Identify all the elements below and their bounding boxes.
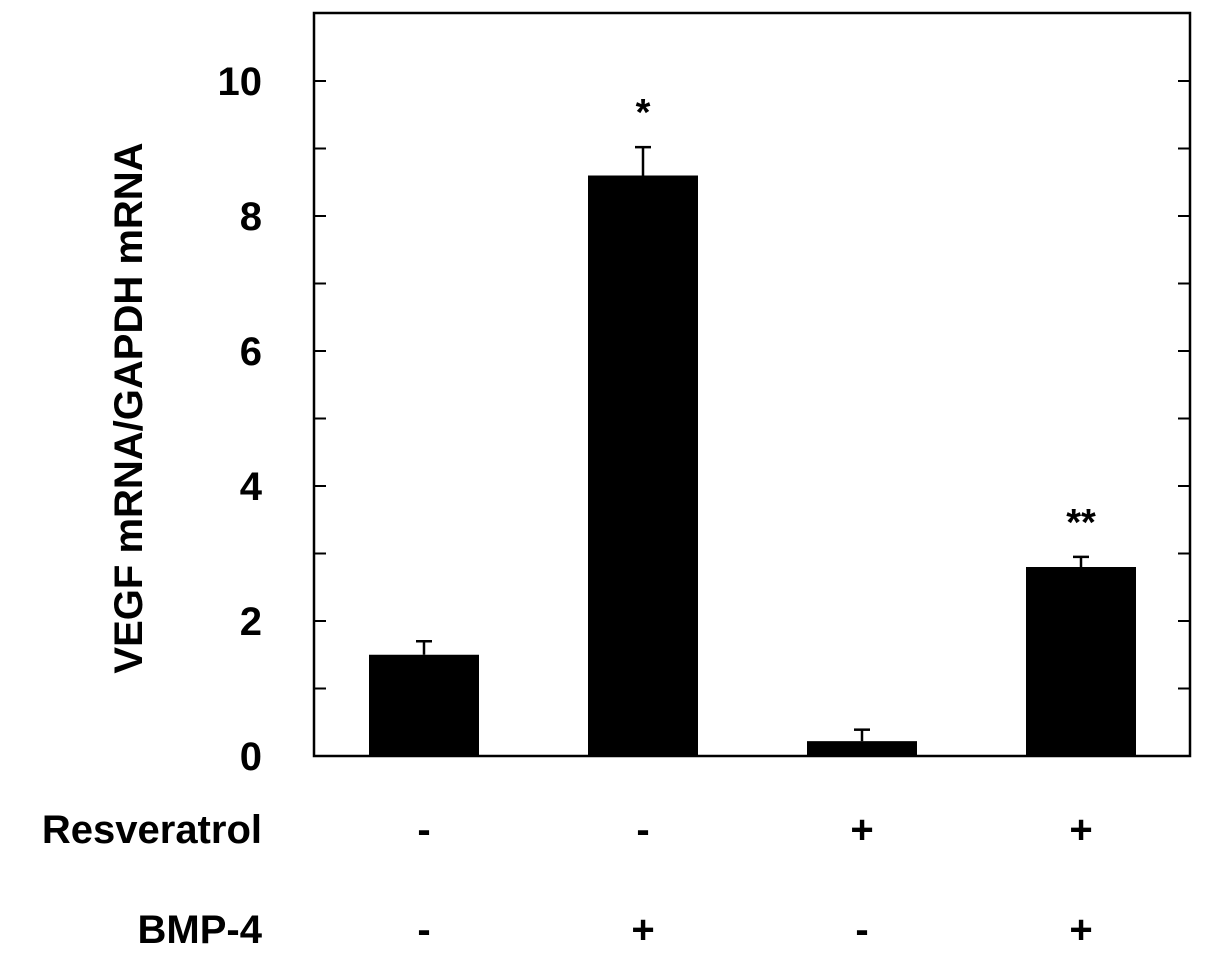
bar-4 [1026, 567, 1136, 756]
condition-value: + [631, 908, 654, 952]
y-axis-title: VEGF mRNA/GAPDH mRNA [107, 142, 151, 673]
condition-label-2: BMP-4 [138, 908, 263, 952]
plot-frame [312, 11, 1192, 758]
y-tick-label: 0 [240, 735, 262, 779]
condition-value: - [855, 908, 868, 952]
error-bars-layer [416, 145, 1089, 742]
bars-layer [369, 175, 1136, 756]
y-tick-label: 4 [240, 465, 263, 509]
condition-value: - [636, 808, 649, 852]
condition-label-1: Resveratrol [42, 808, 262, 852]
ticks-layer [314, 80, 1190, 690]
significance-label-4: ** [1066, 502, 1096, 544]
condition-value: - [417, 808, 430, 852]
condition-value: + [850, 808, 873, 852]
bar-1 [369, 654, 479, 756]
significance-label-2: * [636, 92, 651, 134]
condition-value: - [417, 908, 430, 952]
condition-value: + [1069, 908, 1092, 952]
y-tick-label: 8 [240, 195, 262, 239]
y-tick-label: 10 [218, 60, 263, 104]
condition-value: + [1069, 808, 1092, 852]
bar-3 [807, 741, 917, 756]
y-tick-label: 2 [240, 600, 262, 644]
bar-2 [588, 175, 698, 756]
y-tick-label: 6 [240, 330, 262, 374]
